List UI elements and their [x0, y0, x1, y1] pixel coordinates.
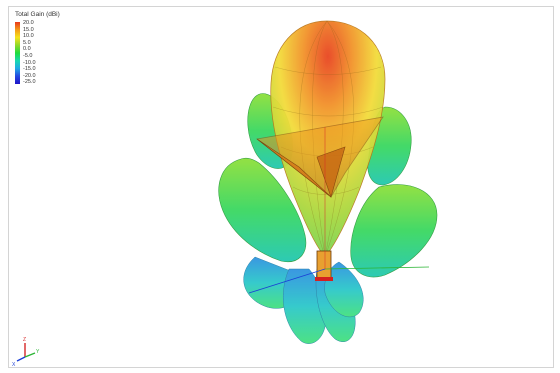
gain-legend: Total Gain (dBi) 20.0 15.0 10.0 5.0 0.0 -5.0-…	[15, 11, 60, 86]
x-axis-label: X	[12, 362, 16, 368]
legend-title: Total Gain (dBi)	[15, 11, 60, 18]
legend-tick: 5.0	[23, 39, 31, 46]
legend-tick: -15.0	[23, 66, 36, 73]
legend-tick: 15.0	[23, 26, 34, 33]
back-lobes	[243, 256, 364, 344]
side-lobes	[218, 93, 438, 278]
legend-tick: -10.0	[23, 59, 36, 66]
legend-tick: 0.0	[23, 46, 31, 53]
axis-triad-icon: Z Y X	[12, 337, 40, 368]
3d-viewport[interactable]: Z Y X Total Gain (dBi) 20.0 15.0 10.0 5.0 0.…	[8, 6, 554, 368]
legend-tick-list: 20.0 15.0 10.0 5.0 0.0 -5.0 -10.0 -15.0 -20.0 -25…	[23, 20, 36, 86]
z-axis-label: Z	[23, 337, 26, 343]
legend-tick: 10.0	[23, 33, 34, 40]
radiation-pattern-3d[interactable]: Z Y X	[9, 7, 554, 368]
legend-tick: 20.0	[23, 20, 34, 26]
legend-color-bar	[15, 22, 20, 84]
pattern-axes	[248, 127, 430, 294]
legend-tick: -25.0	[23, 79, 36, 86]
horn-antenna	[256, 116, 384, 281]
y-axis-label: Y	[36, 349, 40, 355]
legend-tick: -5.0	[23, 52, 33, 59]
legend-tick: -20.0	[23, 72, 36, 79]
